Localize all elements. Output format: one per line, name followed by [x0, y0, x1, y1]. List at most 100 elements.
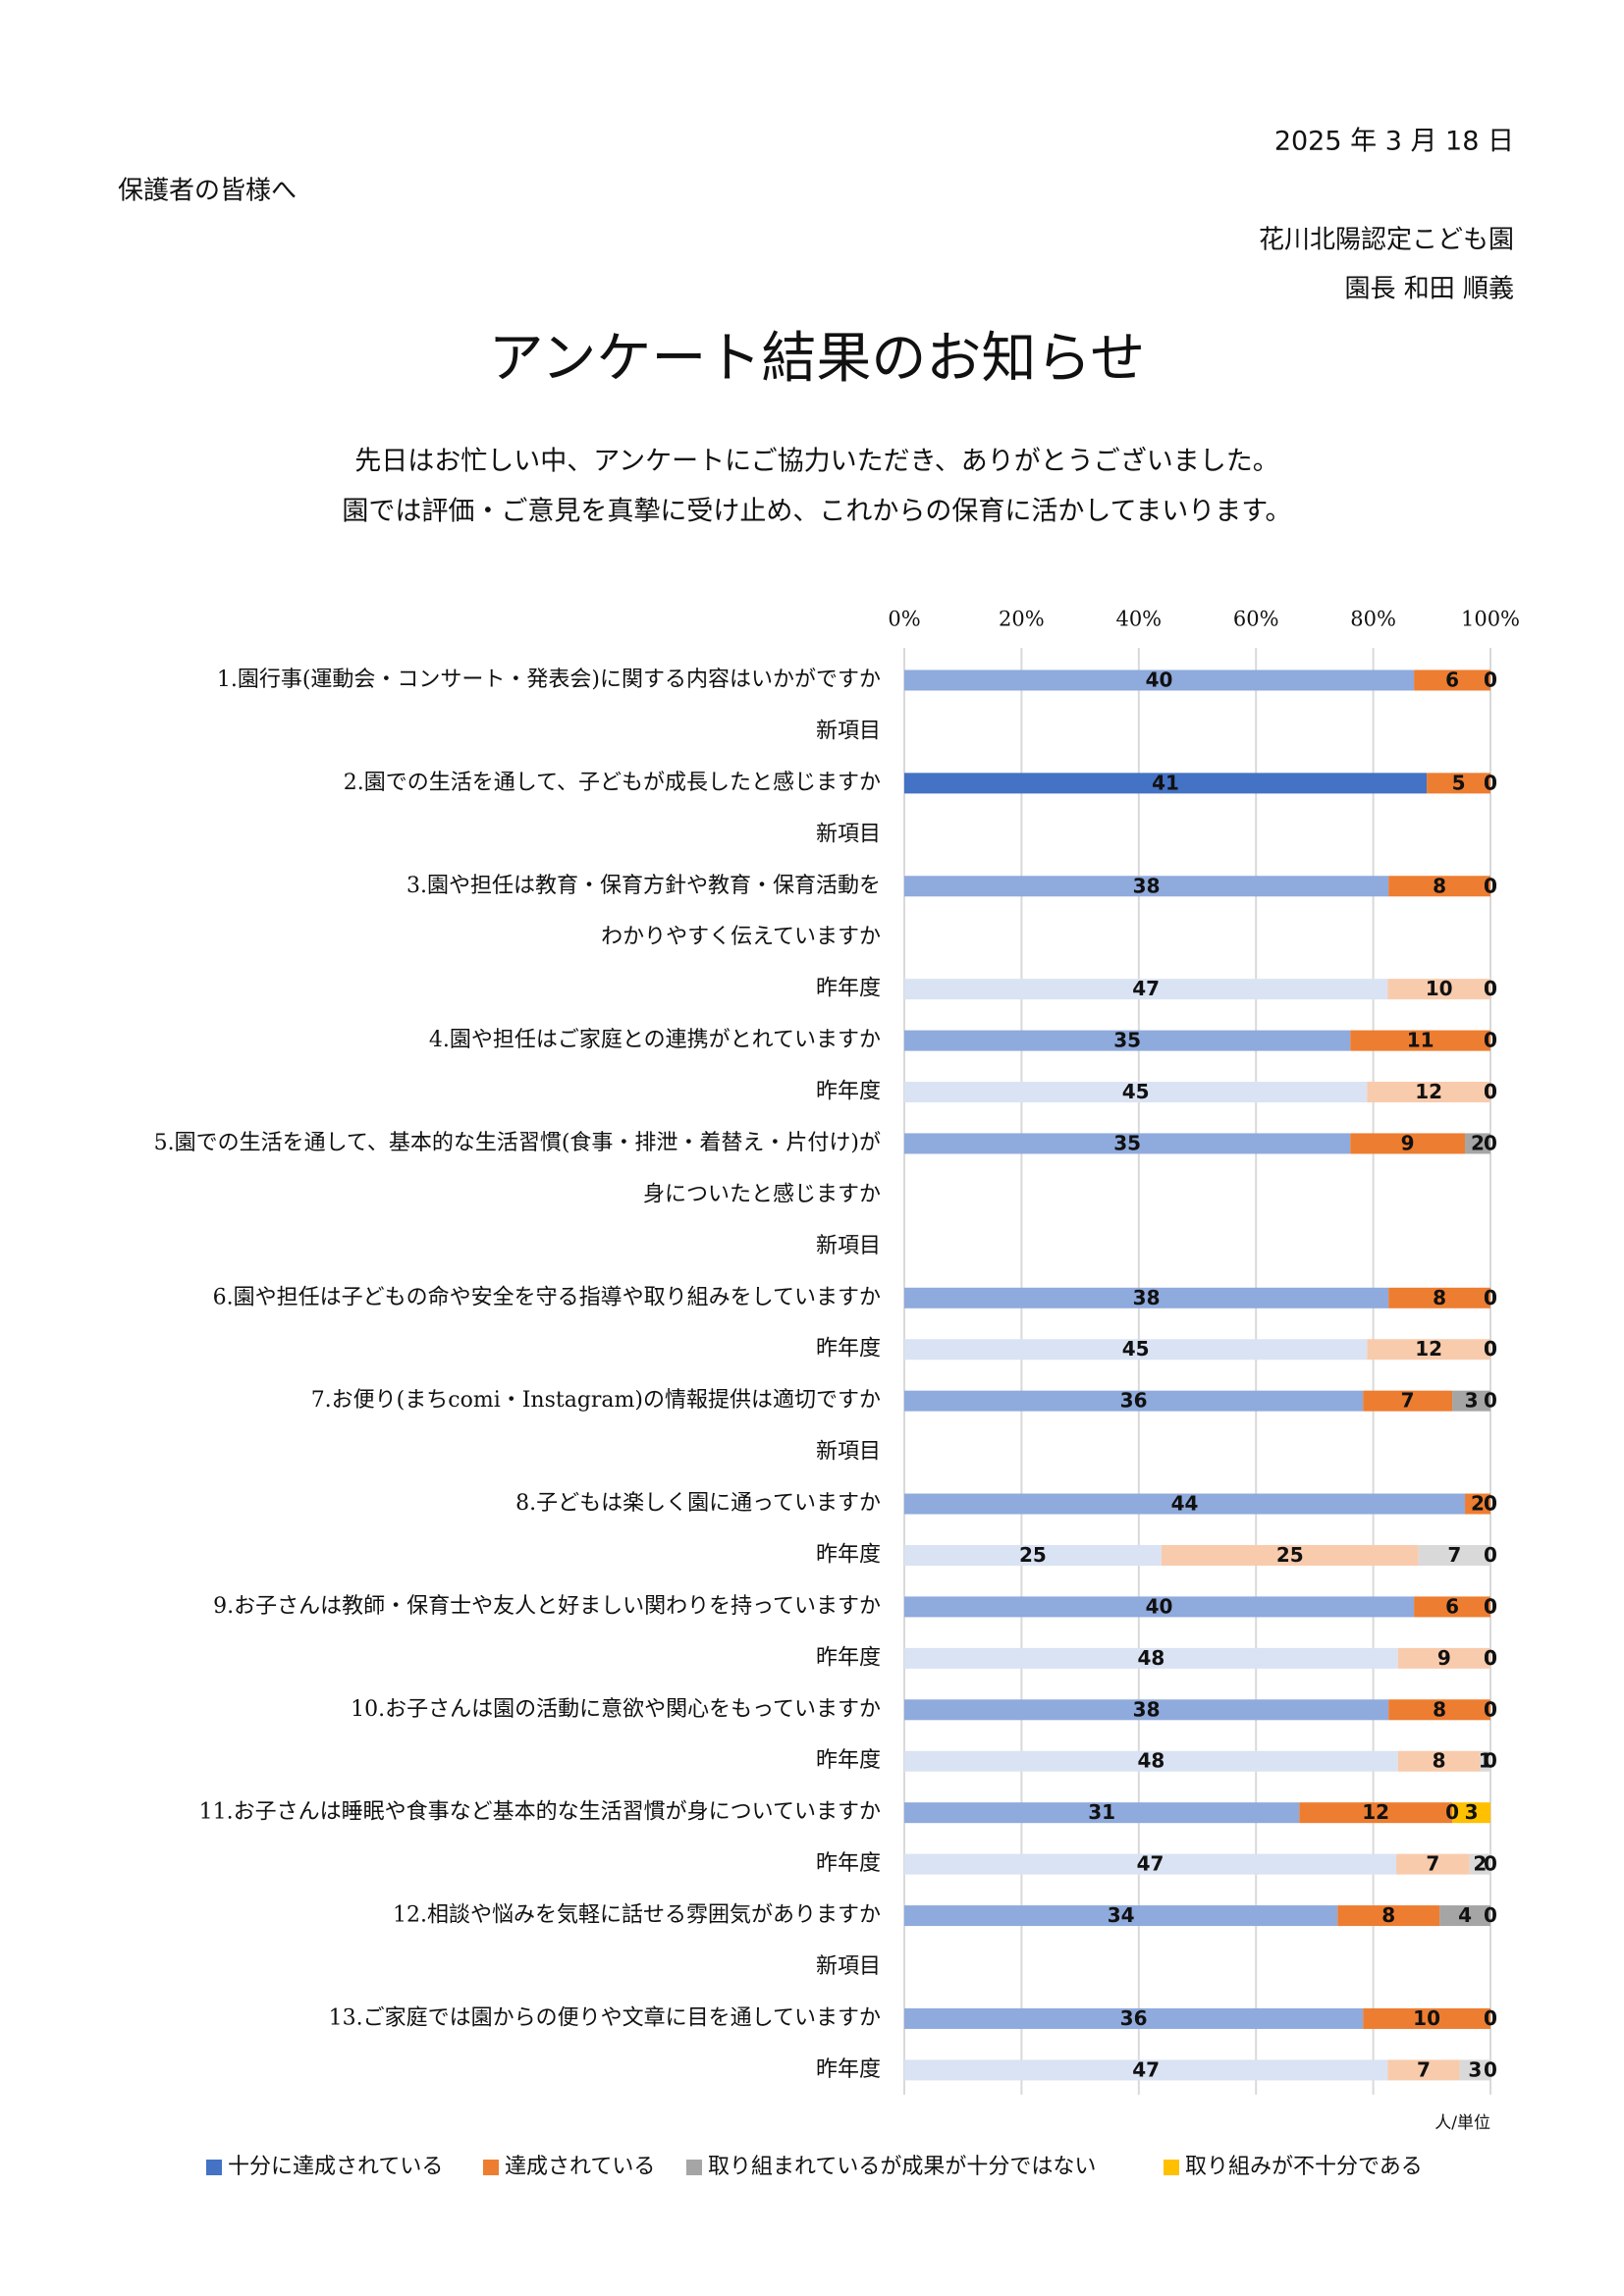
data-label: 0 [1484, 2006, 1497, 2030]
bar-segment [1337, 1905, 1440, 1927]
message-line: 先日はお忙しい中、アンケートにご協力いただき、ありがとうございました。 [354, 447, 1279, 477]
data-label: 0 [1484, 1903, 1497, 1927]
bar-segment [1388, 1287, 1490, 1308]
row-label: わかりやすく伝えていますか [601, 925, 881, 949]
bar-segment [904, 1596, 1415, 1618]
bar-segment [904, 1802, 1300, 1824]
bar-segment [904, 1750, 1398, 1772]
data-label: 41 [1152, 771, 1179, 794]
data-label: 5 [1452, 771, 1466, 794]
row-label: 昨年度 [816, 1851, 881, 1876]
bar-segment [1397, 1750, 1481, 1772]
data-label: 7 [1426, 1852, 1439, 1876]
data-label: 44 [1171, 1492, 1199, 1516]
bar-segment [904, 1699, 1389, 1721]
bar-segment [904, 1390, 1364, 1412]
data-label: 0 [1484, 1080, 1497, 1103]
data-label: 0 [1484, 1286, 1497, 1309]
data-label: 12 [1415, 1337, 1442, 1361]
row-label: 6.園や担任は子どもの命や安全を守る指導や取り組みをしていますか [213, 1285, 881, 1309]
data-label: 48 [1137, 1749, 1164, 1773]
row-label: 昨年度 [816, 1542, 881, 1567]
data-label: 0 [1484, 977, 1497, 1000]
legend-label: 取り組みが不十分である [1185, 2155, 1423, 2179]
data-label: 2 [1473, 1852, 1487, 1876]
data-label: 38 [1133, 1286, 1161, 1309]
bar-segment [904, 1647, 1398, 1669]
legend-label: 達成されている [505, 2155, 655, 2179]
legend-swatch [483, 2160, 499, 2175]
data-label: 0 [1484, 977, 1497, 1000]
data-label: 36 [1120, 2006, 1148, 2030]
bar-segment [1350, 1030, 1490, 1051]
message-line: 園では評価・ご意見を真摯に受け止め、これからの保育に活かしてまいります。 [342, 497, 1291, 527]
row-label: 13.ご家庭では園からの便りや文章に目を通していますか [329, 2005, 881, 2030]
row-label: 昨年度 [816, 1337, 881, 1362]
bar-segment [1299, 1802, 1453, 1824]
bar-segment [904, 773, 1428, 794]
data-label: 25 [1276, 1543, 1304, 1567]
bar-segment [1469, 1853, 1490, 1875]
bar-segment [1161, 1544, 1419, 1566]
data-label: 10 [1426, 977, 1453, 1000]
data-label: 0 [1484, 1131, 1497, 1154]
data-label: 0 [1484, 1594, 1497, 1618]
data-label: 7 [1401, 1389, 1415, 1413]
bar-segment [904, 1339, 1368, 1361]
data-label: 48 [1137, 1646, 1164, 1670]
bar-segment [1363, 2007, 1490, 2029]
data-label: 8 [1433, 874, 1446, 897]
data-label: 8 [1433, 1749, 1446, 1773]
bar-segment [904, 1082, 1368, 1103]
bar-segment [904, 1287, 1389, 1308]
row-label: 新項目 [816, 1440, 881, 1465]
data-label: 0 [1484, 874, 1497, 897]
row-label: 10.お子さんは園の活動に意欲や関心をもっていますか [351, 1697, 881, 1722]
x-tick-label: 100% [1461, 608, 1520, 631]
data-label: 8 [1433, 1697, 1446, 1721]
data-label: 0 [1484, 1543, 1497, 1567]
data-label: 0 [1484, 1337, 1497, 1361]
bar-segment [904, 1853, 1397, 1875]
data-label: 0 [1484, 1492, 1497, 1516]
title: アンケート結果のお知らせ [489, 327, 1146, 391]
data-label: 25 [1019, 1543, 1047, 1567]
data-label: 35 [1113, 1131, 1141, 1154]
x-tick-label: 0% [888, 608, 920, 631]
bar-segment [1363, 1390, 1453, 1412]
bar-segment [904, 1133, 1351, 1154]
row-label: 3.園や担任は教育・保育方針や教育・保育活動を [406, 874, 881, 898]
row-label: 新項目 [816, 1954, 881, 1979]
bar-segment [904, 2007, 1364, 2029]
bar-segment [1367, 1082, 1490, 1103]
bar-segment [1452, 1390, 1490, 1412]
legend-swatch [206, 2160, 222, 2175]
data-label: 0 [1484, 1286, 1497, 1309]
data-label: 0 [1484, 771, 1497, 794]
data-label: 0 [1484, 771, 1497, 794]
data-label: 0 [1484, 668, 1497, 692]
bar-segment [1388, 1699, 1490, 1721]
row-label: 5.園での生活を通して、基本的な生活習慣(食事・排泄・着替え・片付け)が [154, 1131, 881, 1155]
row-label: 7.お便り(まちcomi・Instagram)の情報提供は適切ですか [311, 1388, 881, 1413]
row-label: 昨年度 [816, 1645, 881, 1670]
data-label: 0 [1484, 2006, 1497, 2030]
row-label: 新項目 [816, 1234, 881, 1258]
row-label: 身についたと感じますか [643, 1182, 881, 1206]
data-label: 0 [1484, 668, 1497, 692]
x-tick-label: 60% [1233, 608, 1279, 631]
principal: 園長 和田 順義 [1344, 275, 1514, 304]
data-label: 0 [1484, 1697, 1497, 1721]
row-label: 昨年度 [816, 1748, 881, 1773]
bar-segment [1388, 876, 1490, 897]
bar-segment [1367, 1339, 1490, 1361]
data-label: 47 [1132, 977, 1160, 1000]
data-label: 31 [1088, 1800, 1115, 1824]
bar-segment [1427, 773, 1490, 794]
data-label: 38 [1133, 1697, 1161, 1721]
bar-segment [1439, 1905, 1490, 1927]
row-label: 昨年度 [816, 1080, 881, 1104]
legend-swatch [1164, 2160, 1179, 2175]
data-label: 0 [1484, 1697, 1497, 1721]
